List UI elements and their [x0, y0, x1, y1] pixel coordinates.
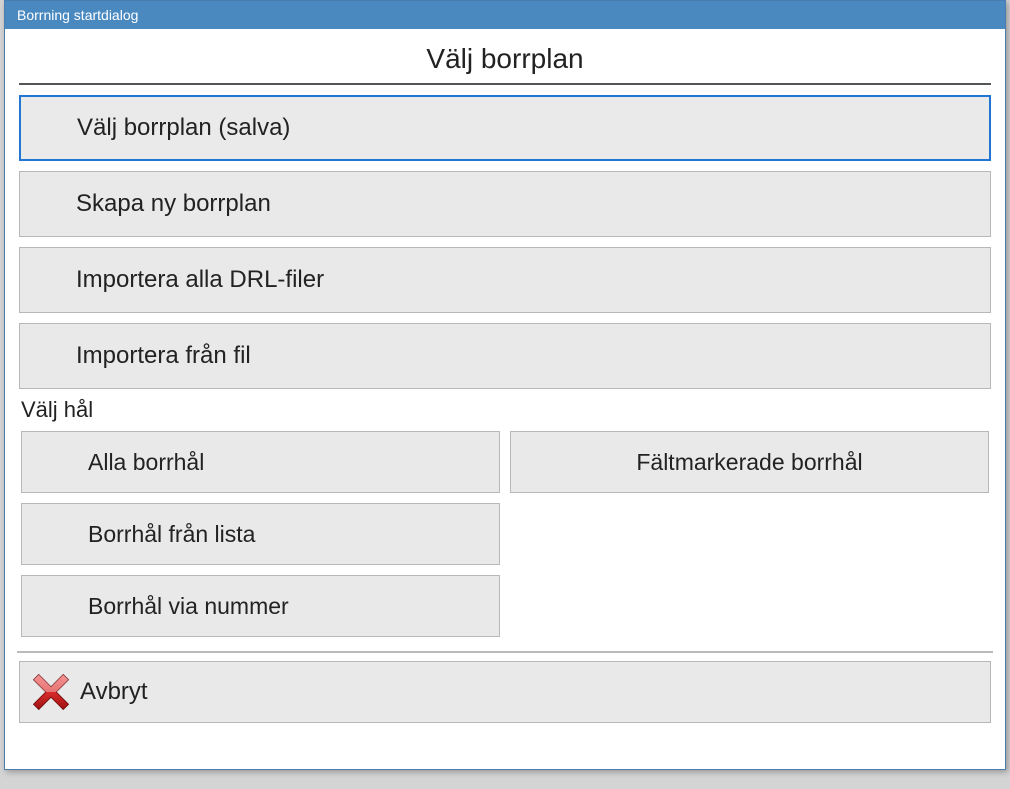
hole-right-column: Fältmarkerade borrhål — [510, 431, 989, 637]
window-title: Borrning startdialog — [17, 7, 138, 23]
cancel-button[interactable]: Avbryt — [19, 661, 991, 723]
section-title: Välj borrplan — [19, 29, 991, 85]
import-drl-files-button[interactable]: Importera alla DRL-filer — [19, 247, 991, 313]
cancel-button-label: Avbryt — [80, 678, 148, 706]
select-borrplan-salva-button[interactable]: Välj borrplan (salva) — [19, 95, 991, 161]
boreholes-from-list-button[interactable]: Borrhål från lista — [21, 503, 500, 565]
dialog-content: Välj borrplan Välj borrplan (salva) Skap… — [5, 29, 1005, 731]
plan-button-row-4: Importera från fil — [13, 323, 997, 389]
cancel-x-icon — [30, 671, 72, 713]
create-new-borrplan-button[interactable]: Skapa ny borrplan — [19, 171, 991, 237]
dialog-window: Borrning startdialog Välj borrplan Välj … — [4, 0, 1006, 770]
plan-button-row-3: Importera alla DRL-filer — [13, 247, 997, 313]
all-boreholes-button[interactable]: Alla borrhål — [21, 431, 500, 493]
cancel-row: Avbryt — [13, 653, 997, 723]
plan-button-row-1: Välj borrplan (salva) — [13, 95, 997, 161]
plan-button-row-2: Skapa ny borrplan — [13, 171, 997, 237]
titlebar: Borrning startdialog — [5, 1, 1005, 29]
import-from-file-button[interactable]: Importera från fil — [19, 323, 991, 389]
boreholes-via-number-button[interactable]: Borrhål via nummer — [21, 575, 500, 637]
hole-left-column: Alla borrhål Borrhål från lista Borrhål … — [21, 431, 500, 637]
select-hole-group-label: Välj hål — [17, 397, 993, 427]
select-hole-group: Välj hål Alla borrhål Borrhål från lista… — [17, 397, 993, 637]
field-marked-boreholes-button[interactable]: Fältmarkerade borrhål — [510, 431, 989, 493]
hole-button-grid: Alla borrhål Borrhål från lista Borrhål … — [17, 427, 993, 637]
